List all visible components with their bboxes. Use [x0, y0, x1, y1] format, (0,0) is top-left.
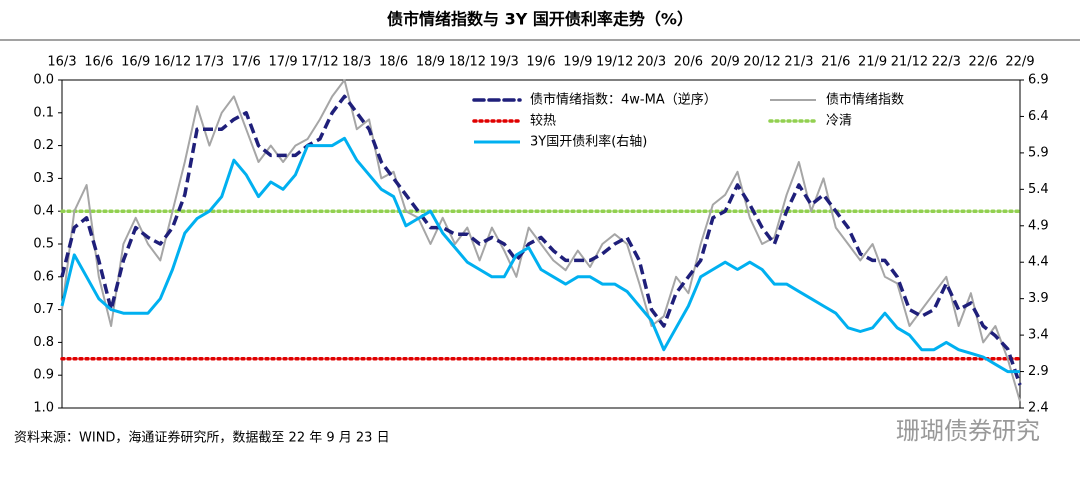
- x-tick-label: 18/9: [416, 55, 445, 70]
- legend-label: 较热: [530, 114, 556, 129]
- y-tick-label: 0.5: [33, 237, 54, 252]
- x-tick-label: 17/9: [268, 55, 297, 70]
- x-tick-label: 16/3: [47, 55, 76, 70]
- x-tick-label: 17/12: [301, 55, 338, 70]
- y2-tick-label: 6.9: [1028, 73, 1049, 88]
- legend-label: 冷清: [826, 114, 852, 129]
- x-tick-label: 18/12: [449, 55, 486, 70]
- y2-tick-label: 5.4: [1028, 182, 1049, 197]
- x-tick-label: 21/6: [821, 55, 850, 70]
- x-tick-label: 18/3: [342, 55, 371, 70]
- x-tick-label: 16/12: [154, 55, 191, 70]
- x-tick-label: 16/9: [121, 55, 150, 70]
- x-tick-label: 21/12: [891, 55, 928, 70]
- y-tick-label: 0.4: [33, 204, 54, 219]
- x-tick-label: 22/6: [969, 55, 998, 70]
- y-tick-label: 0.0: [33, 73, 54, 88]
- y2-tick-label: 5.9: [1028, 145, 1049, 160]
- x-tick-label: 17/6: [232, 55, 261, 70]
- y2-tick-label: 3.4: [1028, 328, 1049, 343]
- y2-tick-label: 4.4: [1028, 255, 1049, 270]
- x-tick-label: 17/3: [195, 55, 224, 70]
- y-tick-label: 0.9: [33, 368, 54, 383]
- legend-label: 3Y国开债利率(右轴): [530, 134, 647, 150]
- y2-tick-label: 6.4: [1028, 109, 1049, 124]
- y-tick-label: 1.0: [33, 401, 54, 416]
- x-tick-label: 19/3: [490, 55, 519, 70]
- x-tick-label: 22/9: [1005, 55, 1034, 70]
- y2-tick-label: 2.4: [1028, 401, 1049, 416]
- x-tick-label: 21/3: [784, 55, 813, 70]
- x-tick-label: 18/6: [379, 55, 408, 70]
- x-tick-label: 16/6: [84, 55, 113, 70]
- series-line: [60, 94, 1022, 386]
- x-tick-label: 20/3: [637, 55, 666, 70]
- y-tick-label: 0.8: [33, 335, 54, 350]
- source-note: 资料来源：WIND，海通证券研究所，数据截至 22 年 9 月 23 日: [14, 430, 390, 446]
- y-tick-label: 0.2: [33, 138, 54, 153]
- y2-tick-label: 3.9: [1028, 291, 1049, 306]
- y-tick-label: 0.3: [33, 171, 54, 186]
- chart-title: 债市情绪指数与 3Y 国开债利率走势（%）: [387, 10, 693, 29]
- x-tick-label: 19/9: [563, 55, 592, 70]
- x-tick-label: 20/9: [711, 55, 740, 70]
- x-tick-label: 20/6: [674, 55, 703, 70]
- x-tick-label: 21/9: [858, 55, 887, 70]
- watermark: 珊瑚债券研究: [896, 417, 1040, 445]
- y-tick-label: 0.1: [33, 105, 54, 120]
- x-tick-label: 20/12: [743, 55, 780, 70]
- series-line: [61, 79, 1021, 402]
- x-tick-label: 19/6: [526, 55, 555, 70]
- x-tick-label: 22/3: [932, 55, 961, 70]
- y2-tick-label: 2.9: [1028, 364, 1049, 379]
- y-tick-label: 0.7: [33, 302, 54, 317]
- legend-label: 债市情绪指数: [826, 92, 904, 108]
- x-tick-label: 19/12: [596, 55, 633, 70]
- y2-tick-label: 4.9: [1028, 218, 1049, 233]
- series-line: [60, 136, 1020, 374]
- legend-label: 债市情绪指数：4w-MA（逆序）: [530, 92, 717, 108]
- y-tick-label: 0.6: [33, 269, 54, 284]
